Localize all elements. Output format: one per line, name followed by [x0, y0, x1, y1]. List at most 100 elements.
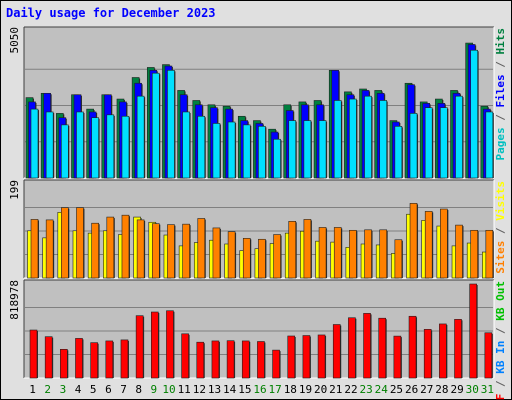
visits-sites-bar-sites-day-29	[455, 224, 463, 279]
kbytes-bar-kb-f-day-9	[150, 311, 159, 379]
visits-sites-legend: Sites / Visits	[494, 181, 507, 274]
x-tick-label: 29	[450, 383, 463, 396]
hits-files-pages-bar-pages-day-3	[61, 124, 69, 179]
kbytes-bar-kb-f-day-2	[44, 336, 53, 379]
kbytes-bar-kb-f-day-12	[196, 341, 205, 379]
hits-files-pages-legend-entry-4: Hits	[494, 28, 507, 55]
x-tick-label: 25	[390, 383, 403, 396]
x-tick-label: 27	[420, 383, 433, 396]
x-tick-label: 17	[269, 383, 282, 396]
kbytes-bar-kb-f-day-14	[226, 340, 235, 379]
visits-sites-bar-sites-day-17	[273, 234, 281, 279]
x-tick-label: 3	[60, 383, 67, 396]
kbytes-ymax-label: 818978	[8, 280, 21, 320]
hits-files-pages-bar-pages-day-23	[364, 95, 372, 179]
visits-sites-bar-sites-day-2	[45, 219, 54, 279]
hits-files-pages-bar-pages-day-25	[394, 126, 403, 179]
visits-sites-bar-sites-day-11	[182, 223, 190, 279]
kbytes-bar-kb-f-day-8	[135, 315, 144, 379]
x-tick-label: 26	[405, 383, 418, 396]
visits-sites-bar-sites-day-8	[136, 219, 145, 279]
x-tick-label: 5	[90, 383, 97, 396]
kbytes-bar-kb-f-day-3	[60, 349, 68, 379]
x-tick-label: 20	[314, 383, 327, 396]
hits-files-pages-bar-pages-day-19	[303, 120, 312, 179]
visits-sites-legend-entry-2: Visits	[494, 181, 507, 221]
x-tick-label: 10	[162, 383, 175, 396]
kbytes-bar-kb-f-day-25	[393, 335, 402, 379]
hits-files-pages-bar-pages-day-22	[349, 98, 357, 179]
kbytes-legend-entry-3: /	[494, 321, 507, 341]
visits-sites-legend-entry-0: Sites	[494, 241, 507, 274]
x-tick-label: 15	[238, 383, 251, 396]
kbytes-bar-kb-f-day-1	[29, 329, 38, 379]
hits-files-pages-bar-pages-day-28	[440, 107, 448, 179]
x-tick-label: 21	[329, 383, 342, 396]
hits-files-pages-legend-entry-1: /	[494, 108, 507, 128]
kbytes-bar-kb-f-day-13	[211, 340, 220, 379]
kbytes-bar-kb-f-day-4	[75, 338, 83, 379]
kbytes-bar-kb-f-day-30	[469, 283, 477, 379]
visits-sites-bar-sites-day-3	[61, 207, 69, 279]
hits-files-pages-bar-pages-day-18	[288, 120, 297, 179]
kbytes-bar-kb-f-day-29	[454, 319, 462, 379]
hits-files-pages-bar-pages-day-4	[76, 111, 84, 179]
chart-title: Daily usage for December 2023	[6, 6, 216, 20]
kbytes-bar-kb-f-day-24	[378, 317, 387, 379]
hits-files-pages-bar-pages-day-11	[182, 111, 190, 179]
kbytes-bar-kb-f-day-16	[257, 341, 265, 379]
hits-files-pages-bar-pages-day-24	[379, 100, 388, 179]
hits-files-pages-bar-pages-day-2	[45, 111, 54, 179]
visits-sites-bar-sites-day-27	[424, 211, 433, 279]
visits-sites-bar-sites-day-1	[30, 219, 39, 279]
visits-sites-bar-sites-day-19	[303, 219, 312, 279]
x-tick-label: 31	[481, 383, 494, 396]
visits-sites-bar-sites-day-30	[470, 229, 478, 279]
hits-files-pages-bar-pages-day-26	[409, 113, 418, 179]
hits-files-pages-bar-pages-day-13	[212, 123, 221, 179]
kbytes-bar-kb-f-day-21	[332, 324, 341, 379]
hits-files-pages-bar-pages-day-20	[318, 120, 327, 179]
x-tick-label: 7	[120, 383, 127, 396]
x-tick-label: 22	[344, 383, 357, 396]
x-tick-label: 1	[29, 383, 36, 396]
visits-sites-bar-sites-day-14	[227, 231, 236, 279]
x-tick-label: 30	[466, 383, 479, 396]
visits-sites-bar-sites-day-13	[212, 227, 221, 279]
hits-files-pages-bar-pages-day-12	[197, 115, 206, 179]
hits-files-pages-bar-pages-day-17	[273, 138, 281, 179]
x-tick-label: 11	[178, 383, 191, 396]
x-tick-label: 6	[105, 383, 112, 396]
kbytes-legend-entry-1: /	[494, 374, 507, 394]
visits-sites-bar-sites-day-21	[333, 227, 342, 279]
kbytes-bar-kb-f-day-28	[439, 323, 447, 379]
visits-sites-bar-sites-day-15	[242, 238, 251, 279]
hits-files-pages-legend: Pages / Files / Hits	[494, 28, 507, 161]
visits-sites-bar-sites-day-24	[379, 229, 388, 279]
kbytes-bar-kb-f-day-17	[272, 349, 280, 379]
kbytes-bar-kb-f-day-6	[105, 340, 114, 379]
x-tick-label: 23	[360, 383, 373, 396]
x-tick-label: 4	[75, 383, 82, 396]
visits-sites-bar-sites-day-4	[76, 207, 84, 279]
hits-files-pages-bar-pages-day-6	[106, 114, 115, 179]
hits-files-pages-bar-pages-day-30	[470, 49, 478, 179]
hits-files-pages-legend-entry-2: Files	[494, 74, 507, 107]
kbytes-bar-kb-f-day-11	[181, 333, 189, 379]
visits-sites-ymax-label: 199	[8, 180, 21, 200]
hits-files-pages-legend-entry-3: /	[494, 55, 507, 75]
visits-sites-bar-sites-day-16	[258, 238, 266, 279]
kbytes-bar-kb-f-day-10	[166, 310, 174, 379]
kbytes-bar-kb-f-day-7	[120, 339, 129, 379]
hits-files-pages-ymax-label: 5050	[8, 27, 21, 54]
kbytes-legend: KB F / KB In / KB Out	[494, 281, 507, 400]
hits-files-pages-bar-pages-day-5	[91, 117, 99, 179]
x-tick-label: 9	[151, 383, 158, 396]
x-tick-label: 16	[253, 383, 266, 396]
kbytes-bar-kb-f-day-26	[408, 315, 417, 379]
hits-files-pages-legend-entry-0: Pages	[494, 127, 507, 160]
x-tick-label: 24	[375, 383, 389, 396]
kbytes-bar-kb-f-day-23	[363, 313, 371, 379]
x-tick-label: 18	[284, 383, 297, 396]
